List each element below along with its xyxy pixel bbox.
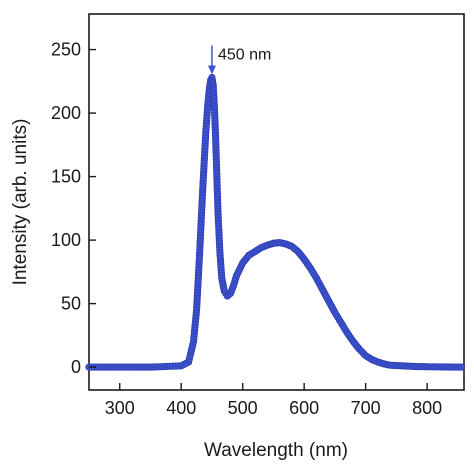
x-tick-label-400: 400 bbox=[166, 398, 196, 418]
x-axis-ticks: 300 400 500 600 700 800 bbox=[105, 383, 442, 418]
y-tick-label-150: 150 bbox=[51, 167, 81, 187]
peak-arrow-head bbox=[207, 65, 216, 75]
x-tick-label-700: 700 bbox=[351, 398, 381, 418]
peak-annotation: 450 nm bbox=[207, 45, 271, 75]
y-axis-ticks: 0 50 100 150 200 250 bbox=[51, 40, 96, 377]
peak-annotation-label: 450 nm bbox=[218, 47, 271, 64]
y-axis-title: Intensity (arb. units) bbox=[10, 119, 31, 286]
plot-frame bbox=[88, 13, 465, 391]
x-tick-label-300: 300 bbox=[105, 398, 135, 418]
y-tick-label-0: 0 bbox=[71, 357, 81, 377]
y-tick-label-100: 100 bbox=[51, 230, 81, 250]
x-tick-label-800: 800 bbox=[412, 398, 442, 418]
x-axis-title: Wavelength (nm) bbox=[204, 440, 348, 461]
y-tick-label-250: 250 bbox=[51, 40, 81, 60]
x-tick-label-500: 500 bbox=[228, 398, 258, 418]
y-tick-label-50: 50 bbox=[61, 294, 81, 314]
data-point-341 bbox=[457, 363, 465, 371]
data-points bbox=[85, 73, 465, 371]
x-tick-label-600: 600 bbox=[289, 398, 319, 418]
y-tick-label-200: 200 bbox=[51, 103, 81, 123]
